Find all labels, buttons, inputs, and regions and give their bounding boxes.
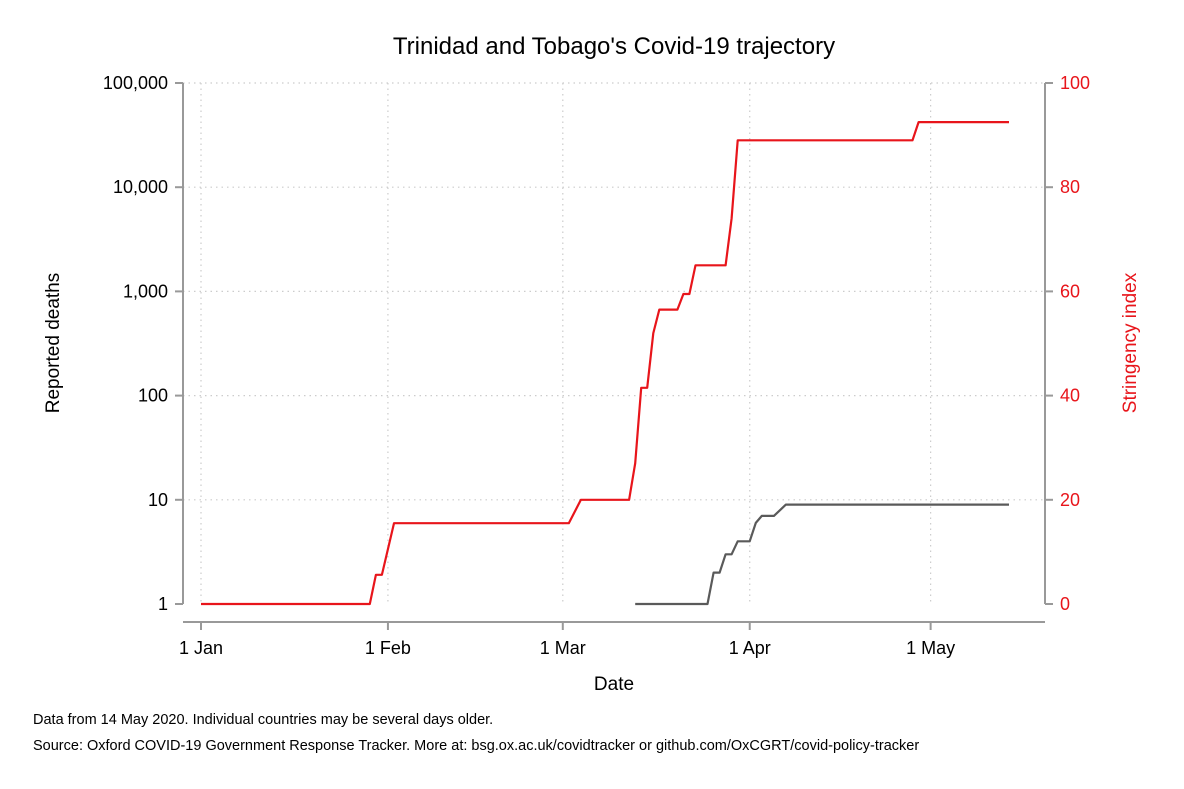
series-line-stringency-index [201,120,1009,606]
y-tick-label: 1 [158,594,168,614]
x-tick-label: 1 May [906,638,955,658]
y2-tick-label: 20 [1060,490,1080,510]
tick-labels: 1 10 100 1,000 10,000 100,000 0 20 40 60 80 100 1 Ja… [103,73,1090,658]
x-tick-label: 1 Apr [729,638,771,658]
chart-title: Trinidad and Tobago's Covid-19 trajector… [393,33,835,60]
y-axis-label: Reported deaths [43,273,64,414]
y-tick-label: 100 [138,386,168,406]
series-group [201,120,1009,606]
y2-tick-label: 80 [1060,177,1080,197]
axes [175,82,1053,630]
footnote-source: Source: Oxford COVID-19 Government Respo… [33,738,920,754]
x-tick-label: 1 Mar [540,638,586,658]
gridlines [183,82,1045,604]
series-line-reported-deaths [635,503,1009,606]
y-tick-label: 1,000 [123,281,168,301]
x-tick-label: 1 Feb [365,638,411,658]
x-tick-label: 1 Jan [179,638,223,658]
y-tick-label: 10,000 [113,177,168,197]
y2-tick-label: 100 [1060,73,1090,93]
y2-tick-label: 40 [1060,386,1080,406]
y2-tick-label: 60 [1060,281,1080,301]
y2-tick-label: 0 [1060,594,1070,614]
y2-axis-label: Stringency index [1120,272,1141,413]
footnote-data-date: Data from 14 May 2020. Individual countr… [33,712,494,728]
y-tick-label: 10 [148,490,168,510]
x-axis-label: Date [594,674,634,695]
y-tick-label: 100,000 [103,73,168,93]
